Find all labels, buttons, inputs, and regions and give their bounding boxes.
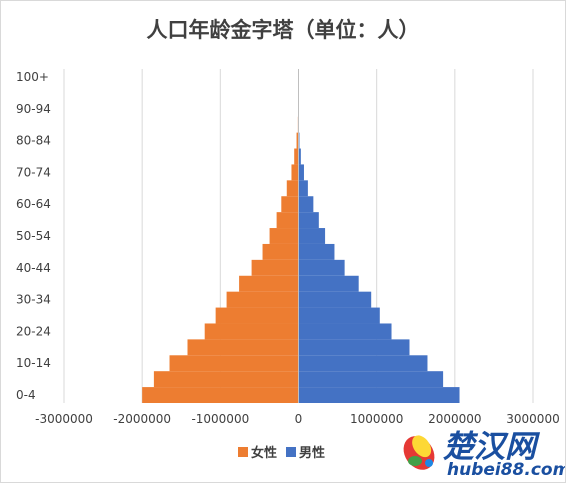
bar-male-5-9 bbox=[298, 371, 444, 388]
bar-female-25-29 bbox=[215, 307, 299, 324]
bar-male-35-39 bbox=[298, 275, 359, 292]
watermark-url: hubei88.com bbox=[447, 460, 565, 480]
bar-female-50-54 bbox=[269, 228, 299, 244]
axes: -3000000 -2000000 -1000000 0 1000000 2000000 3… bbox=[16, 69, 560, 426]
bar-female-30-34 bbox=[226, 291, 299, 308]
x-tick-label-5: 2000000 bbox=[428, 412, 481, 426]
x-tick-label-0: -3000000 bbox=[35, 412, 93, 426]
bar-male-30-34 bbox=[298, 291, 372, 308]
bar-female-10-14 bbox=[169, 355, 299, 372]
y-tick-label-8: 20-24 bbox=[16, 324, 51, 338]
bar-female-5-9 bbox=[153, 371, 299, 388]
bar-female-35-39 bbox=[239, 275, 299, 292]
legend-swatch-0 bbox=[238, 447, 248, 457]
x-tick-label-2: -1000000 bbox=[191, 412, 249, 426]
bars bbox=[142, 69, 460, 403]
y-tick-label-6: 40-44 bbox=[16, 261, 51, 275]
bar-female-70-74 bbox=[291, 164, 299, 181]
x-tick-label-1: -2000000 bbox=[113, 412, 171, 426]
y-tick-label-7: 30-34 bbox=[16, 293, 51, 307]
watermark-brand: 楚汉网 bbox=[443, 429, 541, 465]
x-tick-label-6: 3000000 bbox=[506, 412, 559, 426]
y-tick-label-5: 50-54 bbox=[16, 229, 51, 243]
bar-female-65-69 bbox=[286, 180, 299, 197]
bar-female-15-19 bbox=[187, 339, 299, 356]
bar-female-75-79 bbox=[294, 148, 299, 165]
bar-male-45-49 bbox=[298, 243, 335, 260]
y-tick-label-4: 60-64 bbox=[16, 197, 51, 211]
bar-female-60-64 bbox=[281, 196, 299, 213]
legend: 女性 男性 bbox=[238, 445, 325, 461]
bar-male-15-19 bbox=[298, 339, 410, 356]
bar-male-20-24 bbox=[298, 323, 392, 340]
bar-male-70-74 bbox=[298, 164, 304, 181]
bar-female-80-84 bbox=[296, 132, 299, 149]
legend-label-0: 女性 bbox=[251, 445, 277, 461]
chart-title: 人口年龄金字塔（单位：人） bbox=[147, 18, 420, 42]
x-tick-label-4: 1000000 bbox=[350, 412, 403, 426]
bar-male-50-54 bbox=[298, 228, 326, 244]
bar-male-55-59 bbox=[298, 212, 319, 229]
x-tick-label-3: 0 bbox=[295, 412, 303, 426]
bar-female-45-49 bbox=[262, 243, 299, 260]
bar-male-40-44 bbox=[298, 259, 345, 276]
legend-swatch-1 bbox=[286, 447, 296, 457]
y-tick-label-2: 80-84 bbox=[16, 134, 51, 148]
bar-female-40-44 bbox=[251, 259, 299, 276]
bar-female-20-24 bbox=[204, 323, 299, 340]
bar-female-55-59 bbox=[276, 212, 299, 229]
bar-male-0-4 bbox=[298, 387, 460, 403]
bar-female-0-4 bbox=[142, 387, 299, 403]
y-tick-label-3: 70-74 bbox=[16, 165, 51, 179]
bar-male-25-29 bbox=[298, 307, 380, 324]
y-tick-label-0: 100+ bbox=[16, 70, 49, 84]
bar-male-65-69 bbox=[298, 180, 308, 197]
y-tick-label-9: 10-14 bbox=[16, 356, 51, 370]
bar-male-75-79 bbox=[298, 148, 301, 165]
legend-label-1: 男性 bbox=[299, 445, 325, 461]
bar-male-60-64 bbox=[298, 196, 314, 213]
watermark-logo-icon bbox=[403, 435, 435, 470]
bar-male-10-14 bbox=[298, 355, 428, 372]
watermark: 楚汉网 hubei88.com bbox=[403, 429, 566, 480]
y-tick-label-1: 90-94 bbox=[16, 102, 51, 116]
y-tick-label-10: 0-4 bbox=[16, 388, 36, 402]
